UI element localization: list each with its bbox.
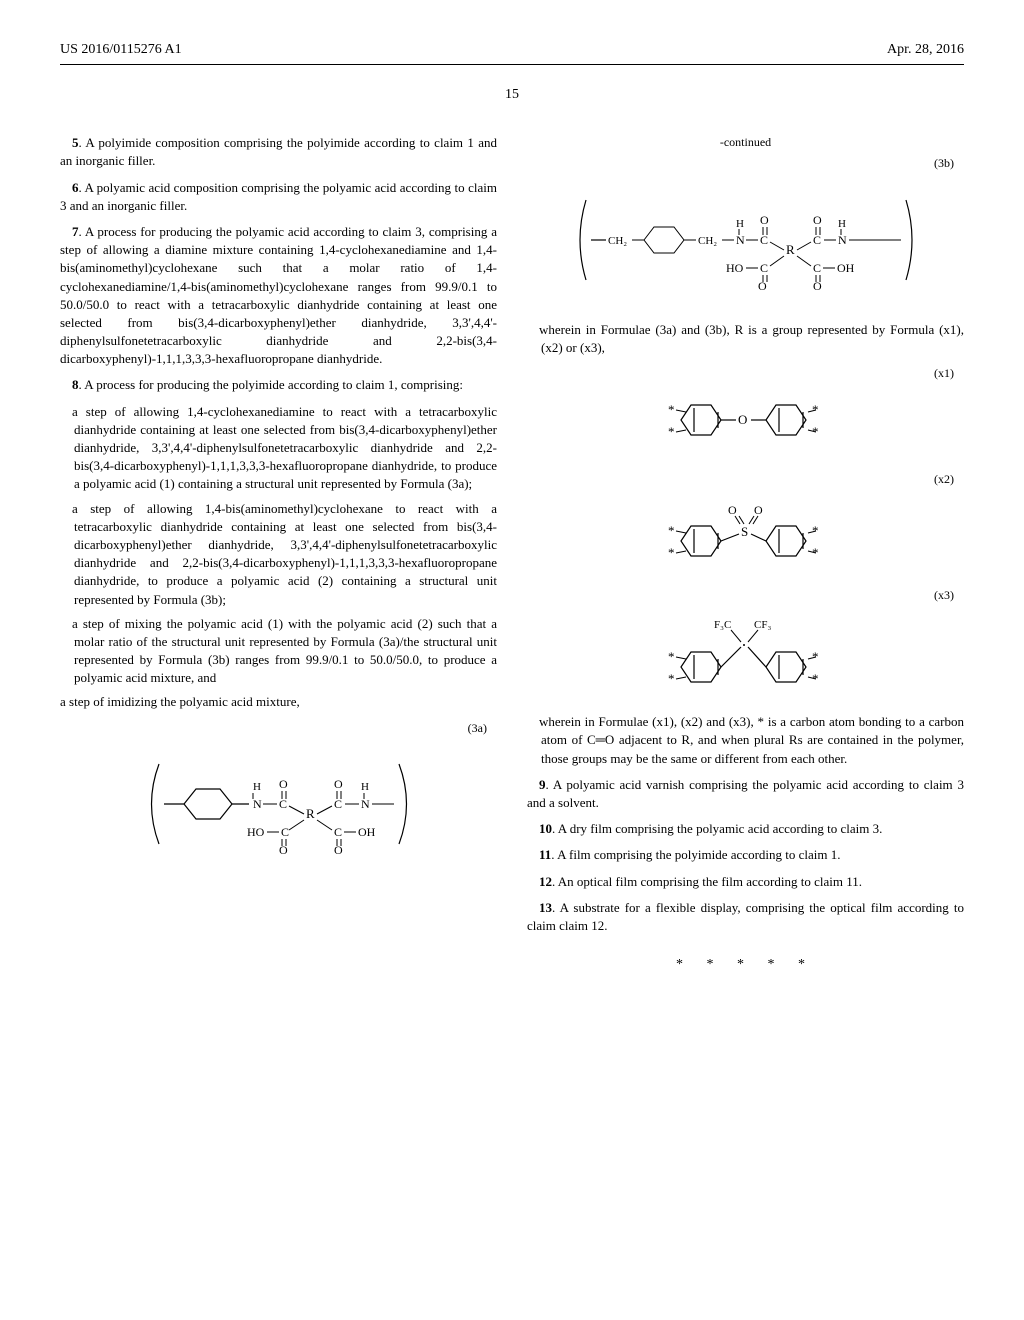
svg-text:C: C <box>281 825 289 839</box>
claim-12: 12. An optical film comprising the film … <box>527 873 964 891</box>
svg-text:C: C <box>760 261 768 275</box>
svg-text:O: O <box>728 503 737 517</box>
content-columns: 5. A polyimide composition comprising th… <box>60 134 964 975</box>
svg-text:S: S <box>741 524 748 539</box>
svg-text:*: * <box>668 424 675 439</box>
svg-text:*: * <box>668 671 675 686</box>
svg-text:*: * <box>668 649 675 664</box>
claim-6: 6. A polyamic acid composition comprisin… <box>60 179 497 215</box>
claim-text: . A polyimide composition comprising the… <box>60 135 497 168</box>
chemical-structure-icon: CH₂ CH₂ N H C O R C O <box>566 180 926 300</box>
claim-number: 11 <box>539 847 551 862</box>
svg-text:O: O <box>738 412 747 427</box>
claim-5: 5. A polyimide composition comprising th… <box>60 134 497 170</box>
claim-8-step-d: a step of imidizing the polyamic acid mi… <box>60 693 497 711</box>
claim-text: . A process for producing the polyimide … <box>79 377 464 392</box>
claim-number: 13 <box>539 900 552 915</box>
svg-text:*: * <box>812 402 819 417</box>
claim-8: 8. A process for producing the polyimide… <box>60 376 497 394</box>
svg-text:O: O <box>334 843 343 857</box>
formula-x2-structure: S O O * * * * <box>527 496 964 571</box>
svg-text:CH₂: CH₂ <box>698 235 717 247</box>
claim-8-step-c: a step of mixing the polyamic acid (1) w… <box>74 615 497 688</box>
svg-text:N: N <box>838 233 847 247</box>
formula-3b-structure: CH₂ CH₂ N H C O R C O <box>527 180 964 305</box>
svg-text:N: N <box>736 233 745 247</box>
publication-date: Apr. 28, 2016 <box>887 40 964 60</box>
chemical-structure-icon: O * * * * <box>636 390 856 450</box>
svg-text:N: N <box>361 797 370 811</box>
svg-text:*: * <box>668 523 675 538</box>
svg-text:N: N <box>253 797 262 811</box>
svg-text:*: * <box>812 649 819 664</box>
claim-text: . An optical film comprising the film ac… <box>552 874 862 889</box>
svg-text:O: O <box>754 503 763 517</box>
svg-text:O: O <box>813 279 822 293</box>
publication-number: US 2016/0115276 A1 <box>60 40 182 60</box>
svg-text:F₃C: F₃C <box>714 619 731 631</box>
svg-text:R: R <box>306 806 315 821</box>
where-clause-3ab: wherein in Formulae (3a) and (3b), R is … <box>541 321 964 357</box>
svg-text:O: O <box>334 777 343 791</box>
claim-9: 9. A polyamic acid varnish comprising th… <box>527 776 964 812</box>
svg-text:C: C <box>760 233 768 247</box>
claim-number: 10 <box>539 821 552 836</box>
end-marks: * * * * * <box>527 955 964 975</box>
page-number: 15 <box>60 85 964 105</box>
where-clause-x: wherein in Formulae (x1), (x2) and (x3),… <box>541 713 964 768</box>
svg-text:C: C <box>813 233 821 247</box>
svg-text:O: O <box>279 843 288 857</box>
svg-text:*: * <box>668 402 675 417</box>
svg-text:*: * <box>812 523 819 538</box>
formula-x3-label: (x3) <box>527 587 954 604</box>
chemical-structure-icon: S O O * * * * <box>636 496 856 566</box>
left-column: 5. A polyimide composition comprising th… <box>60 134 497 975</box>
svg-text:H: H <box>361 781 369 793</box>
svg-text:OH: OH <box>837 261 855 275</box>
svg-text:H: H <box>736 218 744 230</box>
svg-text:O: O <box>813 213 822 227</box>
svg-text:CF₃: CF₃ <box>754 619 771 631</box>
svg-text:C: C <box>279 797 287 811</box>
claim-text: . A process for producing the polyamic a… <box>60 224 497 366</box>
formula-3a-label: (3a) <box>60 720 487 737</box>
formula-x1-label: (x1) <box>527 365 954 382</box>
chemical-structure-icon: N H C O R C O N H <box>129 744 429 864</box>
claim-8-step-a: a step of allowing 1,4-cyclohexanediamin… <box>74 403 497 494</box>
svg-text:OH: OH <box>358 825 376 839</box>
svg-text:H: H <box>253 781 261 793</box>
formula-x2-label: (x2) <box>527 471 954 488</box>
chemical-structure-icon: F₃C CF₃ * * * * <box>636 612 856 692</box>
claim-7: 7. A process for producing the polyamic … <box>60 223 497 369</box>
claim-text: . A film comprising the polyimide accord… <box>551 847 840 862</box>
formula-3a-structure: N H C O R C O N H <box>60 744 497 869</box>
formula-x1-structure: O * * * * <box>527 390 964 455</box>
claim-text: . A substrate for a flexible display, co… <box>527 900 964 933</box>
claim-number: 12 <box>539 874 552 889</box>
claim-13: 13. A substrate for a flexible display, … <box>527 899 964 935</box>
svg-text:C: C <box>813 261 821 275</box>
svg-text:O: O <box>279 777 288 791</box>
formula-x3-structure: F₃C CF₃ * * * * <box>527 612 964 697</box>
claim-text: . A polyamic acid composition comprising… <box>60 180 497 213</box>
claim-8-step-b: a step of allowing 1,4-bis(aminomethyl)c… <box>74 500 497 609</box>
formula-3b-label: (3b) <box>527 155 954 172</box>
svg-text:*: * <box>668 545 675 560</box>
claim-10: 10. A dry film comprising the polyamic a… <box>527 820 964 838</box>
svg-text:O: O <box>760 213 769 227</box>
svg-text:HO: HO <box>726 261 744 275</box>
page-header: US 2016/0115276 A1 Apr. 28, 2016 <box>60 40 964 65</box>
svg-text:C: C <box>334 797 342 811</box>
claim-text: . A dry film comprising the polyamic aci… <box>552 821 882 836</box>
claim-11: 11. A film comprising the polyimide acco… <box>527 846 964 864</box>
svg-text:CH₂: CH₂ <box>608 235 627 247</box>
svg-text:HO: HO <box>247 825 265 839</box>
svg-text:R: R <box>786 242 795 257</box>
svg-text:C: C <box>334 825 342 839</box>
right-column: -continued (3b) CH₂ CH₂ N H C <box>527 134 964 975</box>
continued-label: -continued <box>527 134 964 151</box>
claim-text: . A polyamic acid varnish comprising the… <box>527 777 964 810</box>
svg-text:H: H <box>838 218 846 230</box>
